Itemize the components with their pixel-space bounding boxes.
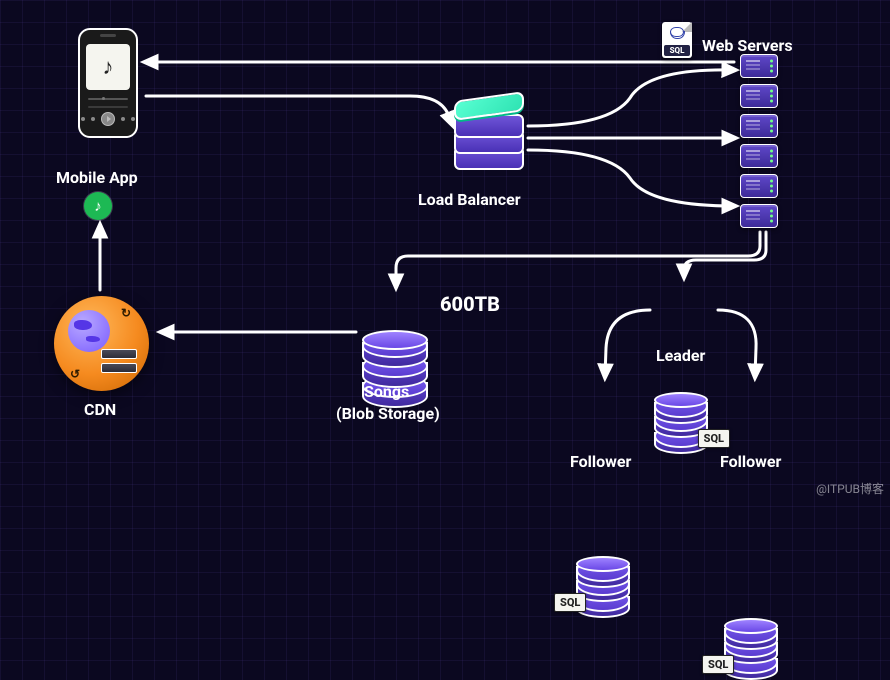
mobile-app-label: Mobile App [56, 168, 138, 187]
db-follower2-node: SQL [724, 618, 778, 680]
db-follower1-node: SQL [576, 556, 630, 618]
watermark-text: @ITPUB博客 [816, 480, 884, 497]
sql-file-badge: SQL [664, 45, 690, 56]
sql-badge: SQL [698, 429, 730, 448]
sql-file-icon: SQL [662, 22, 692, 58]
server-icon [740, 84, 778, 108]
cdn-globe-icon: ↻ ↺ [54, 296, 149, 391]
music-badge-icon: ♪ [84, 192, 112, 220]
server-icon [740, 54, 778, 78]
db-follower1-label: Follower [570, 452, 631, 471]
music-note-icon: ♪ [103, 54, 114, 80]
db-leader-label: Leader [656, 346, 705, 365]
cdn-label: CDN [84, 400, 116, 419]
songs-label: Songs [364, 382, 409, 401]
server-icon [740, 204, 778, 228]
web-servers-label: Web Servers [702, 36, 793, 55]
load-balancer-label: Load Balancer [418, 190, 521, 209]
cdn-node: ↻ ↺ [54, 296, 149, 391]
web-servers-node [740, 54, 778, 234]
load-balancer-icon [454, 96, 524, 178]
smartphone-icon: ♪ [78, 28, 138, 138]
songs-annotation: 600TB [440, 292, 500, 316]
songs-sublabel: (Blob Storage) [336, 404, 440, 423]
sql-badge: SQL [702, 655, 734, 674]
sql-badge: SQL [554, 593, 586, 612]
mobile-app-node: ♪ [78, 28, 138, 138]
db-follower2-label: Follower [720, 452, 781, 471]
server-icon [740, 114, 778, 138]
server-icon [740, 174, 778, 198]
server-icon [740, 144, 778, 168]
load-balancer-node [454, 96, 524, 178]
db-leader-node: SQL [654, 392, 708, 454]
